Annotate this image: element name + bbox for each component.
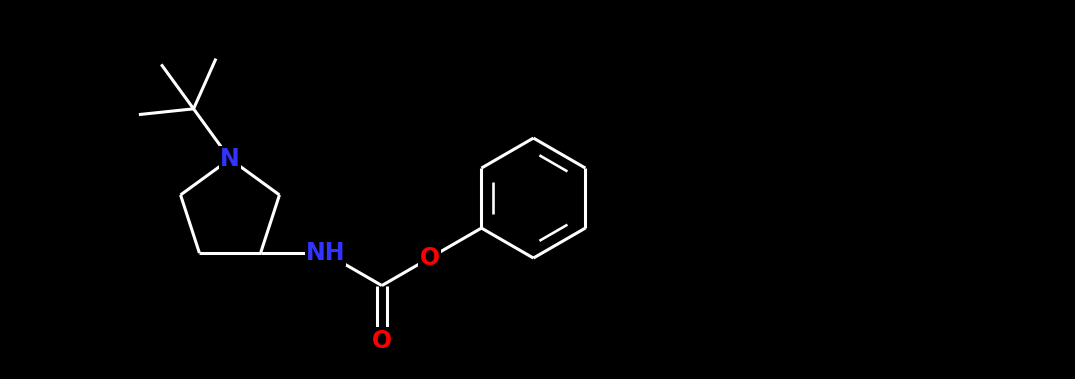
Text: O: O — [419, 246, 440, 270]
Text: N: N — [220, 147, 240, 171]
Text: O: O — [372, 329, 392, 352]
Text: NH: NH — [305, 241, 345, 265]
